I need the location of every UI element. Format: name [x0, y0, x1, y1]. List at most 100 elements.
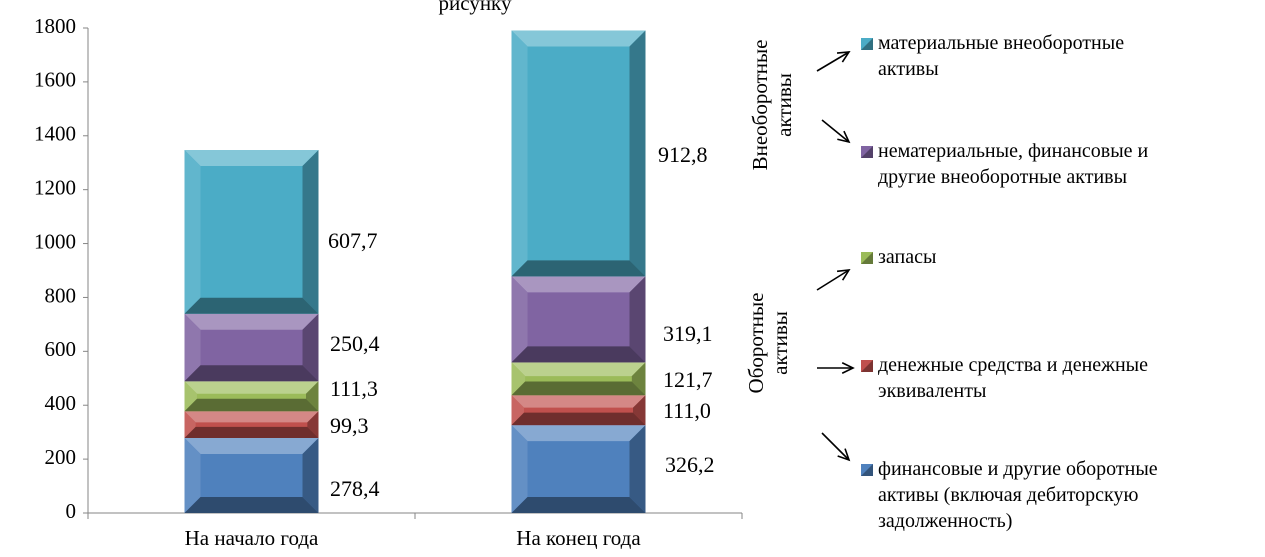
bar-bevel-bottom	[184, 426, 319, 438]
data-label: 912,8	[658, 142, 708, 167]
bar-bevel-top	[184, 150, 319, 167]
bar-segment-face	[184, 150, 319, 314]
arrow-icon	[821, 119, 851, 144]
group-label-line: активы	[772, 73, 796, 137]
legend-item: финансовые и другие оборотные активы (вкл…	[861, 458, 1158, 532]
bar-segment	[511, 276, 646, 363]
x-category-label: На конец года	[516, 526, 641, 550]
legend-swatch-shade	[861, 38, 873, 50]
bar-bevel-top	[511, 395, 646, 408]
bar-bevel-bottom	[511, 381, 646, 396]
data-label: 99,3	[330, 413, 369, 438]
group-label: Оборотные активы	[744, 293, 792, 394]
legend-arrows	[816, 51, 855, 462]
bar-bevel-right	[302, 313, 319, 382]
legend-label: денежные средства и денежные эквиваленты	[878, 354, 1148, 402]
bar-segment	[184, 411, 319, 438]
bar-bevel-top	[184, 313, 319, 330]
legend-label-line: другие внеоборотные активы	[878, 166, 1127, 188]
bar-bevel-bottom	[511, 346, 646, 363]
data-label: 607,7	[328, 228, 378, 253]
bar-segment	[511, 395, 646, 426]
bar-bevel-right	[306, 381, 319, 412]
bar-bevel-left	[184, 437, 201, 513]
bar-bevel-bottom	[511, 260, 646, 277]
bar-bevel-left	[511, 276, 528, 363]
bar-bevel-left	[184, 313, 201, 382]
data-labels: 278,4 326,2 99,3 111,0 111,3 121,7 250,4 319,1 6…	[328, 142, 715, 501]
bar-bevel-right	[629, 30, 646, 277]
y-tick-label: 1400	[34, 122, 76, 146]
bar-bevel-left	[511, 395, 524, 426]
y-tick-label: 200	[45, 445, 77, 469]
legend-label: финансовые и другие оборотные активы (вкл…	[878, 458, 1158, 532]
legend-swatch-shade	[861, 360, 873, 372]
bar-segment-face	[511, 30, 646, 277]
group-label-line: Внеоборотные	[748, 40, 772, 171]
arrow-icon	[816, 51, 851, 72]
legend-label: нематериальные, финансовые и другие внеоб…	[878, 140, 1149, 188]
legend-swatch-shade	[861, 464, 873, 476]
group-label-line: активы	[768, 311, 792, 375]
legend-label-line: нематериальные, финансовые и	[878, 140, 1149, 162]
bar-bevel-left	[511, 30, 528, 277]
y-tick-label: 0	[66, 499, 77, 523]
bar-segment	[184, 313, 319, 382]
data-label: 111,0	[663, 398, 711, 423]
bar-bevel-bottom	[184, 297, 319, 314]
bar-segment	[184, 437, 319, 513]
legend-label-line: эквиваленты	[878, 380, 986, 402]
bar-bevel-left	[511, 362, 526, 396]
bar-bevel-right	[633, 395, 646, 426]
y-tick-label: 1200	[34, 175, 76, 199]
bars	[184, 30, 646, 513]
bar-bevel-bottom	[184, 497, 319, 513]
bar-bevel-left	[184, 150, 201, 314]
bar-bevel-left	[511, 425, 528, 513]
legend-item: запасы	[861, 246, 936, 268]
bar-bevel-bottom	[184, 365, 319, 382]
arrow-icon	[821, 432, 851, 462]
legend-label-line: активы	[878, 58, 939, 80]
bar-bevel-top	[511, 276, 646, 293]
group-label-line: Оборотные	[744, 293, 768, 394]
bar-segment	[511, 362, 646, 396]
bar-segment	[184, 150, 319, 314]
data-label: 319,1	[663, 321, 713, 346]
data-label: 250,4	[330, 331, 380, 356]
bar-bevel-right	[629, 425, 646, 513]
chart-title: рисунку	[439, 0, 512, 15]
legend-swatch-shade	[861, 146, 873, 158]
y-tick-label: 1000	[34, 229, 76, 253]
legend-swatch-shade	[861, 252, 873, 264]
bar-bevel-right	[302, 150, 319, 314]
legend-item: денежные средства и денежные эквиваленты	[861, 354, 1148, 402]
x-category-label: На начало года	[185, 526, 319, 550]
legend-label: материальные внеоборотные активы	[878, 32, 1124, 80]
bar-bevel-top	[184, 381, 319, 394]
data-label: 326,2	[665, 452, 715, 477]
group-label: Внеоборотные активы	[748, 40, 796, 171]
bar-bevel-top	[511, 30, 646, 47]
axes: 0 200 400 600 800 1000 1200 1400 1600 1800 На нача…	[34, 14, 743, 550]
legend-label-line: запасы	[878, 246, 936, 268]
bar-bevel-right	[307, 411, 319, 438]
legend-label-line: материальные внеоборотные	[878, 32, 1124, 54]
arrow-icon	[816, 269, 851, 291]
data-label: 121,7	[663, 367, 713, 392]
bar-bevel-bottom	[511, 497, 646, 513]
legend-label-line: активы (включая дебиторскую	[878, 484, 1138, 506]
bar-bevel-bottom	[511, 412, 646, 426]
bar-segment	[511, 30, 646, 277]
bar-bevel-top	[511, 425, 646, 442]
bar-segment	[511, 425, 646, 513]
bar-segment	[184, 381, 319, 412]
y-tick-label: 400	[45, 391, 77, 415]
data-label: 111,3	[330, 376, 378, 401]
data-label: 278,4	[330, 476, 380, 501]
bar-bevel-right	[631, 362, 646, 396]
legend-label-line: денежные средства и денежные	[878, 354, 1148, 376]
legend-label: запасы	[878, 246, 936, 268]
bar-bevel-right	[629, 276, 646, 363]
